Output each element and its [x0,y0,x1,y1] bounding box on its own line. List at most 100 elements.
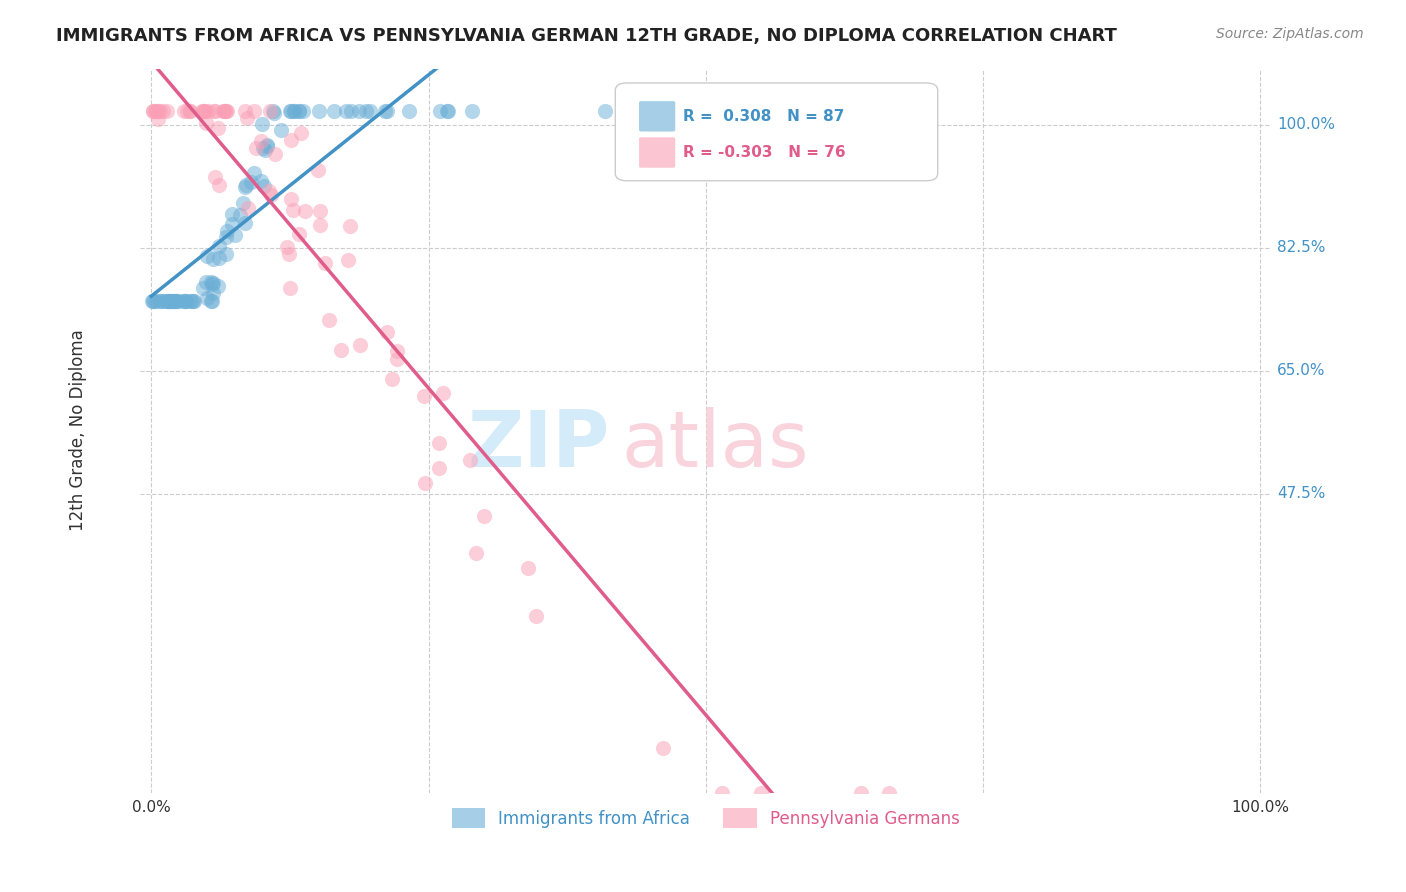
Point [142,103,165,118]
Point [162,293,184,308]
Text: 100.0%: 100.0% [1232,800,1289,814]
Point [233,103,256,118]
Text: 100.0%: 100.0% [1277,117,1334,132]
Point [277,247,299,261]
Point [142,103,165,118]
Text: 0.0%: 0.0% [132,800,170,814]
Point [215,224,238,238]
Point [240,175,263,189]
Point [260,187,283,202]
Point [429,461,451,475]
Point [191,281,214,295]
Point [243,166,266,180]
Point [183,293,205,308]
Point [280,103,302,118]
Point [413,475,436,490]
Text: R = -0.303   N = 76: R = -0.303 N = 76 [683,145,846,160]
Point [217,103,239,118]
Point [749,786,772,800]
Point [253,178,276,193]
Point [245,141,267,155]
Point [461,103,484,118]
Point [233,216,256,230]
Point [309,218,332,232]
Point [208,178,231,192]
Text: ZIP: ZIP [467,407,610,483]
Point [215,230,238,244]
Point [174,293,197,308]
Point [152,293,174,308]
Point [710,786,733,800]
Point [156,293,179,308]
Point [195,248,218,262]
Point [176,103,198,118]
Point [156,103,179,118]
Point [336,252,359,267]
Point [141,293,163,308]
Point [155,293,177,308]
Point [202,277,225,291]
Point [375,103,398,118]
Point [290,127,312,141]
Point [163,293,186,308]
Point [201,277,224,291]
Point [197,103,219,118]
Point [201,252,224,266]
Point [330,343,353,358]
Point [172,293,194,308]
Point [413,389,436,403]
Point [208,252,231,266]
Point [294,203,316,218]
Point [201,285,224,300]
Point [387,343,409,358]
Point [354,103,377,118]
Point [215,247,238,261]
Point [252,117,274,131]
Point [194,103,217,118]
Point [174,293,197,308]
Point [429,103,451,118]
Point [524,609,547,624]
Point [516,561,538,575]
Point [381,372,404,386]
Point [229,208,252,222]
Point [262,103,284,118]
Text: 65.0%: 65.0% [1277,363,1326,378]
Point [201,293,224,308]
Point [224,227,246,242]
Point [375,325,398,339]
Text: 82.5%: 82.5% [1277,240,1326,255]
Point [278,281,301,295]
Point [385,351,408,366]
Legend: Immigrants from Africa, Pennsylvania Germans: Immigrants from Africa, Pennsylvania Ger… [444,801,967,835]
Point [204,169,226,184]
Point [202,103,225,118]
Point [349,338,371,352]
Point [309,204,332,219]
Point [150,293,173,308]
Point [287,103,309,118]
Point [215,103,238,118]
Point [145,293,167,308]
Point [437,103,460,118]
FancyBboxPatch shape [640,101,675,131]
Point [283,103,305,118]
Point [458,453,481,467]
Point [157,293,180,308]
Point [156,293,179,308]
Point [221,206,243,220]
FancyBboxPatch shape [616,83,938,181]
Point [252,141,274,155]
Point [174,293,197,308]
Point [238,201,260,215]
Point [214,103,236,118]
Point [207,279,229,293]
Point [235,178,257,192]
Point [307,163,329,178]
Point [879,786,901,800]
Point [165,293,187,308]
Point [157,293,180,308]
Point [280,192,302,206]
Point [464,546,486,560]
Point [278,103,301,118]
